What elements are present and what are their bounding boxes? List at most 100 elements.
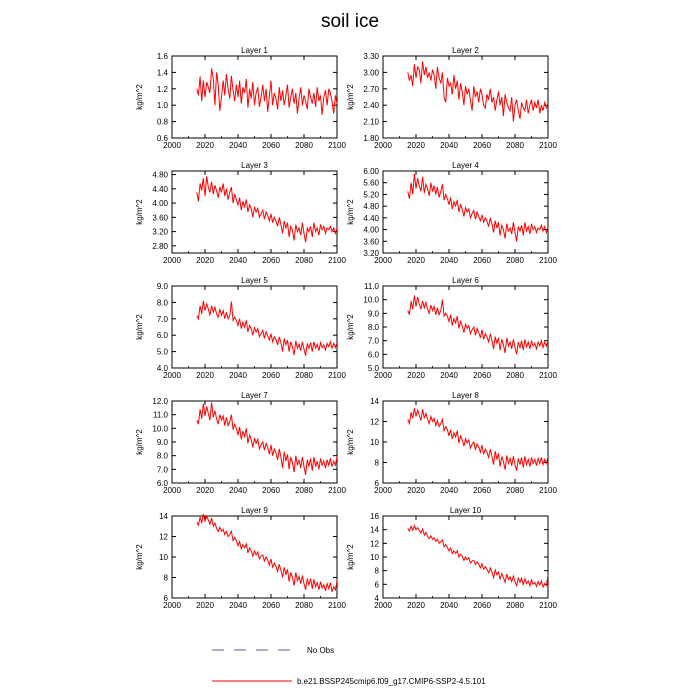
x-tick-label: 2040 <box>229 371 247 380</box>
y-tick-label: 8.0 <box>368 323 380 332</box>
y-axis-label: kg/m^2 <box>346 544 355 570</box>
series-line <box>407 61 549 122</box>
x-tick-label: 2080 <box>506 601 524 610</box>
x-tick-label: 2040 <box>229 601 247 610</box>
y-tick-label: 5.20 <box>363 190 379 199</box>
x-tick-label: 2000 <box>374 141 392 150</box>
series-line <box>407 408 549 471</box>
x-tick-label: 2040 <box>229 486 247 495</box>
x-tick-label: 2080 <box>295 371 313 380</box>
y-tick-label: 7.0 <box>157 315 169 324</box>
y-tick-label: 4 <box>375 594 380 603</box>
panel-title: Layer 8 <box>452 391 479 400</box>
x-tick-label: 2020 <box>196 486 214 495</box>
y-axis-label: kg/m^2 <box>346 84 355 110</box>
x-tick-label: 2000 <box>374 486 392 495</box>
x-tick-label: 2040 <box>440 601 458 610</box>
y-tick-label: 12 <box>370 418 379 427</box>
y-tick-label: 5.0 <box>157 348 169 357</box>
x-tick-label: 2080 <box>295 601 313 610</box>
y-tick-label: 11.0 <box>153 411 169 420</box>
x-tick-label: 2020 <box>196 141 214 150</box>
panel-layer-6: Layer 6 kg/m^2 2000 2020 2040 2060 2080 2100 5.0… <box>346 276 557 380</box>
x-tick-label: 2000 <box>374 601 392 610</box>
y-tick-label: 6 <box>164 594 169 603</box>
panels-grid: Layer 1 kg/m^2 2000 2020 2040 2060 2080 2100 0.6… <box>135 46 557 610</box>
y-tick-label: 1.0 <box>157 101 169 110</box>
x-tick-label: 2060 <box>262 601 280 610</box>
x-tick-label: 2040 <box>440 256 458 265</box>
y-axis-label: kg/m^2 <box>135 429 144 455</box>
x-tick-label: 2080 <box>295 486 313 495</box>
y-tick-label: 1.4 <box>157 68 169 77</box>
y-tick-label: 11.0 <box>364 282 380 291</box>
panel-layer-1: Layer 1 kg/m^2 2000 2020 2040 2060 2080 2100 0.6… <box>135 46 346 150</box>
y-tick-label: 2.70 <box>363 85 379 94</box>
y-tick-label: 9.0 <box>157 282 169 291</box>
y-tick-label: 3.00 <box>363 68 379 77</box>
y-axis-label: kg/m^2 <box>346 429 355 455</box>
panel-title: Layer 4 <box>452 161 479 170</box>
y-tick-label: 4.40 <box>363 214 379 223</box>
legend-series-label: b.e21.BSSP245cmip6.f09_g17.CMIP6-SSP2-4.… <box>297 677 486 686</box>
panel-layer-3: Layer 3 kg/m^2 2000 2020 2040 2060 2080 2100 2.8… <box>135 161 346 265</box>
x-tick-label: 2080 <box>506 486 524 495</box>
panel-layer-9: Layer 9 kg/m^2 2000 2020 2040 2060 2080 2100 6 8 1… <box>135 506 346 610</box>
x-tick-label: 2000 <box>374 256 392 265</box>
y-tick-label: 8 <box>375 567 380 576</box>
panel-layer-5: Layer 5 kg/m^2 2000 2020 2040 2060 2080 2100 4.0… <box>135 276 346 380</box>
y-tick-label: 0.8 <box>157 118 169 127</box>
x-tick-label: 2060 <box>473 141 491 150</box>
x-tick-label: 2100 <box>328 256 346 265</box>
y-tick-label: 8 <box>164 574 169 583</box>
plot-frame <box>382 170 549 254</box>
legend: No Obs b.e21.BSSP245cmip6.f09_g17.CMIP6-… <box>212 646 486 686</box>
panel-layer-2: Layer 2 kg/m^2 2000 2020 2040 2060 2080 2100 1.8… <box>346 46 557 150</box>
y-tick-label: 10 <box>370 553 379 562</box>
legend-no-obs-label: No Obs <box>307 646 334 655</box>
panel-title: Layer 10 <box>450 506 482 515</box>
x-tick-label: 2080 <box>295 141 313 150</box>
y-tick-label: 12 <box>159 533 168 542</box>
x-tick-label: 2000 <box>374 371 392 380</box>
y-axis-label: kg/m^2 <box>135 84 144 110</box>
panel-title: Layer 5 <box>241 276 268 285</box>
panel-title: Layer 1 <box>241 46 268 55</box>
y-tick-label: 5.0 <box>368 364 380 373</box>
plot-frame <box>171 170 338 254</box>
y-axis-label: kg/m^2 <box>135 544 144 570</box>
panel-title: Layer 7 <box>241 391 268 400</box>
y-tick-label: 2.40 <box>363 101 379 110</box>
y-tick-label: 3.20 <box>152 228 168 237</box>
x-tick-label: 2000 <box>163 601 181 610</box>
x-tick-label: 2100 <box>539 141 557 150</box>
y-tick-label: 7.0 <box>157 465 169 474</box>
x-tick-label: 2040 <box>229 256 247 265</box>
x-tick-label: 2060 <box>473 601 491 610</box>
y-tick-label: 10 <box>159 553 168 562</box>
y-tick-label: 6.00 <box>363 167 379 176</box>
x-tick-label: 2080 <box>295 256 313 265</box>
x-tick-label: 2080 <box>506 256 524 265</box>
y-tick-label: 9.0 <box>157 438 169 447</box>
y-tick-label: 3.60 <box>152 213 168 222</box>
series-line <box>196 176 338 243</box>
y-tick-label: 3.20 <box>363 249 379 258</box>
y-tick-label: 10.0 <box>152 424 168 433</box>
x-tick-label: 2020 <box>407 141 425 150</box>
y-axis-label: kg/m^2 <box>135 314 144 340</box>
x-tick-label: 2060 <box>473 256 491 265</box>
x-tick-label: 2060 <box>262 486 280 495</box>
y-tick-label: 3.30 <box>363 52 379 61</box>
x-tick-label: 2040 <box>440 486 458 495</box>
plot-frame <box>171 55 338 139</box>
y-tick-label: 0.6 <box>157 134 169 143</box>
y-tick-label: 4.00 <box>363 226 379 235</box>
series-line <box>196 513 338 593</box>
series-line <box>407 295 549 355</box>
x-tick-label: 2060 <box>473 486 491 495</box>
panel-title: Layer 2 <box>452 46 479 55</box>
x-tick-label: 2040 <box>440 371 458 380</box>
y-tick-label: 14 <box>370 397 379 406</box>
x-tick-label: 2040 <box>440 141 458 150</box>
